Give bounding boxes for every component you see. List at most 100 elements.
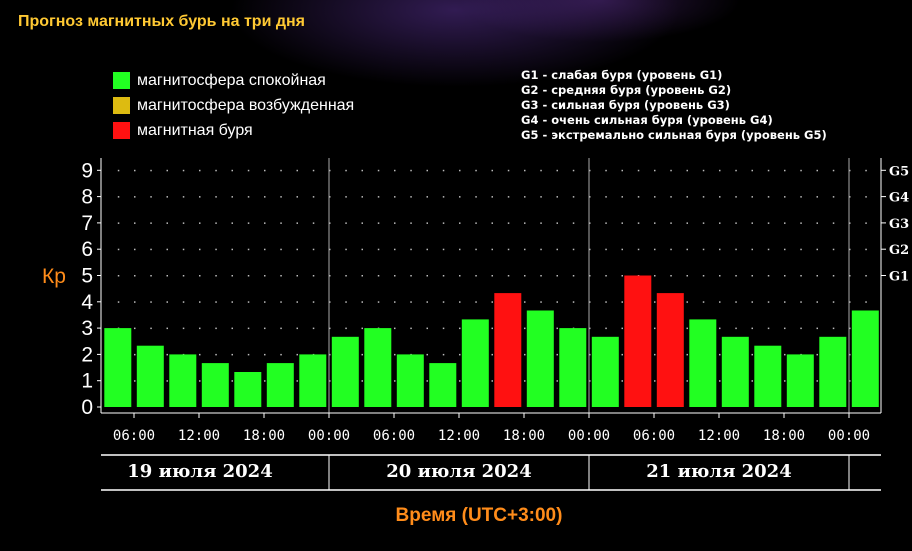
grid-dot xyxy=(459,169,461,172)
grid-dot xyxy=(442,327,445,330)
grid-dot xyxy=(459,353,461,356)
grid-dot xyxy=(719,380,721,382)
grid-dot xyxy=(459,301,461,303)
g-level-tick-label: G3 xyxy=(889,217,909,232)
legend-label-excited: магнитосфера возбужденная xyxy=(137,96,355,114)
grid-dot xyxy=(182,327,185,330)
grid-dot xyxy=(345,169,347,172)
x-tick-label: 12:00 xyxy=(698,428,740,444)
grid-dot xyxy=(654,380,656,382)
grid-dot xyxy=(166,301,168,303)
grid-dot xyxy=(215,327,217,330)
grid-dot xyxy=(475,222,477,224)
grid-dot xyxy=(686,222,688,224)
grid-dot xyxy=(849,327,851,330)
grid-dot xyxy=(767,275,770,277)
grid-dot xyxy=(849,222,851,224)
grid-dot xyxy=(459,380,461,382)
x-tick-label: 12:00 xyxy=(178,428,220,444)
storm-level-g3: G3 - сильная буря (уровень G3) xyxy=(521,98,730,112)
grid-dot xyxy=(719,222,721,224)
kp-bar xyxy=(461,319,489,407)
grid-dot xyxy=(735,248,737,251)
grid-dot xyxy=(280,169,282,172)
grid-dot xyxy=(312,196,315,198)
grid-dot xyxy=(215,248,217,251)
grid-dot xyxy=(816,169,818,172)
grid-dot xyxy=(556,196,558,198)
grid-dot xyxy=(556,275,558,277)
grid-dot xyxy=(589,301,591,303)
legend-swatch-storm xyxy=(113,122,130,139)
grid-dot xyxy=(475,301,477,303)
grid-dot xyxy=(751,248,753,251)
grid-dot xyxy=(556,222,558,224)
grid-dot xyxy=(134,196,136,198)
grid-dot xyxy=(199,380,201,382)
grid-dot xyxy=(231,275,233,277)
grid-dot xyxy=(816,196,818,198)
grid-dot xyxy=(540,301,542,303)
grid-dot xyxy=(312,248,315,251)
grid-dot xyxy=(377,169,380,172)
grid-dot xyxy=(394,248,396,251)
grid-dot xyxy=(280,196,282,198)
grid-dot xyxy=(654,301,656,303)
y-axis-title: Кр xyxy=(42,265,66,288)
grid-dot xyxy=(410,327,412,330)
grid-dot xyxy=(735,327,737,330)
grid-dot xyxy=(475,196,477,198)
grid-dot xyxy=(410,275,412,277)
grid-dot xyxy=(329,301,331,303)
grid-dot xyxy=(849,380,851,382)
grid-dot xyxy=(767,169,770,172)
x-tick-label: 18:00 xyxy=(763,428,805,444)
x-tick-label: 06:00 xyxy=(113,428,155,444)
grid-dot xyxy=(800,248,802,251)
grid-dot xyxy=(426,327,428,330)
grid-dot xyxy=(426,353,428,356)
grid-dot xyxy=(735,222,737,224)
grid-dot xyxy=(166,169,168,172)
grid-dot xyxy=(686,169,688,172)
grid-dot xyxy=(394,301,396,303)
grid-dot xyxy=(361,222,363,224)
grid-dot xyxy=(800,169,802,172)
grid-dot xyxy=(247,275,250,277)
grid-dot xyxy=(751,327,753,330)
grid-dot xyxy=(621,380,623,382)
grid-dot xyxy=(394,222,396,224)
grid-dot xyxy=(524,301,526,303)
x-tick-label: 12:00 xyxy=(438,428,480,444)
grid-dot xyxy=(751,301,753,303)
kp-bar xyxy=(656,293,684,407)
grid-dot xyxy=(572,248,575,251)
grid-dot xyxy=(800,196,802,198)
kp-bar xyxy=(689,319,717,407)
grid-dot xyxy=(605,275,607,277)
grid-dot xyxy=(784,327,786,330)
grid-dot xyxy=(816,327,818,330)
grid-dot xyxy=(524,380,526,382)
grid-dot xyxy=(215,196,217,198)
grid-dot xyxy=(442,248,445,251)
grid-dot xyxy=(865,169,867,172)
storm-level-g2: G2 - средняя буря (уровень G2) xyxy=(521,83,732,97)
grid-dot xyxy=(426,222,428,224)
grid-dot xyxy=(767,196,770,198)
kp-bar xyxy=(201,363,229,407)
grid-dot xyxy=(572,169,575,172)
grid-dot xyxy=(832,275,835,277)
storm-level-g4: G4 - очень сильная буря (уровень G4) xyxy=(521,113,773,127)
grid-dot xyxy=(702,196,705,198)
grid-dot xyxy=(849,196,851,198)
grid-dot xyxy=(719,248,721,251)
grid-dot xyxy=(832,169,835,172)
grid-dot xyxy=(231,222,233,224)
grid-dot xyxy=(166,275,168,277)
x-tick-label: 00:00 xyxy=(308,428,350,444)
y-tick-label: 8 xyxy=(81,186,93,209)
grid-dot xyxy=(507,275,510,277)
grid-dot xyxy=(556,327,558,330)
grid-dot xyxy=(670,169,672,172)
